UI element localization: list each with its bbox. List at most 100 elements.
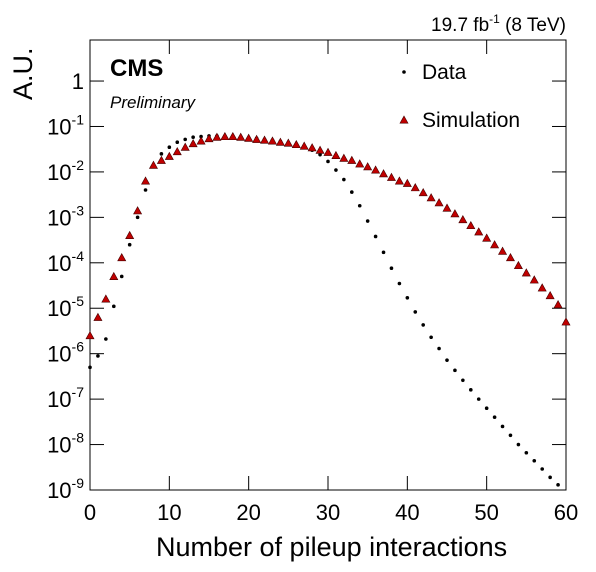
- data-point: [508, 433, 513, 438]
- simulation-point: [291, 139, 301, 149]
- legend-label: Simulation: [422, 109, 520, 132]
- data-point: [476, 397, 481, 401]
- simulation-point: [93, 312, 103, 321]
- data-point: [516, 442, 521, 447]
- data-point: [350, 190, 354, 194]
- simulation-point: [85, 330, 95, 340]
- simulation-point: [371, 165, 381, 174]
- simulation-point: [505, 253, 515, 262]
- simulation-point: [402, 178, 412, 187]
- simulation-point: [379, 169, 389, 178]
- data-point: [540, 467, 544, 471]
- simulation-point: [252, 134, 262, 143]
- simulation-point: [442, 203, 452, 212]
- y-tick-label: 10-2: [47, 157, 84, 185]
- simulation-point: [299, 141, 309, 150]
- data-point: [365, 219, 370, 223]
- simulation-point: [426, 193, 436, 202]
- simulation-point: [458, 215, 468, 224]
- data-point: [437, 346, 441, 351]
- simulation-point: [561, 317, 571, 326]
- y-tick-label: 10-7: [47, 384, 84, 412]
- data-point: [469, 388, 473, 392]
- simulation-point: [498, 246, 508, 255]
- x-tick-label: 10: [157, 500, 181, 525]
- y-tick-label: 10-9: [47, 475, 84, 503]
- data-point: [135, 215, 140, 220]
- data-point: [96, 354, 100, 358]
- simulation-point: [466, 220, 476, 230]
- simulation-point: [125, 230, 135, 239]
- data-point: [421, 323, 426, 327]
- data-point: [357, 203, 362, 208]
- data-point: [175, 140, 180, 145]
- simulation-point: [307, 143, 317, 152]
- simulation-point: [156, 155, 166, 164]
- data-point: [484, 406, 489, 411]
- data-point: [381, 250, 386, 255]
- simulation-point: [220, 131, 230, 141]
- simulation-point: [553, 300, 563, 309]
- lumi-text: 19.7 fb: [431, 15, 489, 36]
- simulation-point: [323, 147, 333, 156]
- data-point: [112, 304, 116, 309]
- data-point: [373, 234, 378, 239]
- x-axis-label: Number of pileup interactions: [156, 532, 507, 562]
- simulation-point: [394, 176, 404, 185]
- simulation-point: [101, 294, 111, 303]
- data-point: [389, 266, 394, 271]
- simulation-point: [180, 142, 190, 151]
- y-tick-label: 10-1: [47, 111, 84, 139]
- simulation-point: [410, 183, 420, 192]
- data-point: [88, 365, 92, 370]
- y-tick-label: 10-8: [47, 430, 84, 458]
- simulation-point: [164, 151, 174, 160]
- simulation-point: [133, 206, 143, 215]
- data-point: [159, 152, 164, 156]
- simulation-point: [521, 268, 531, 277]
- data-point: [429, 335, 433, 340]
- simulation-point: [331, 150, 341, 159]
- data-point: [556, 483, 560, 487]
- data-point: [445, 358, 449, 362]
- simulation-point: [315, 145, 325, 154]
- y-tick-label: 10-6: [47, 339, 84, 367]
- x-tick-label: 30: [316, 500, 340, 525]
- simulation-point: [204, 134, 214, 143]
- simulation-point: [275, 137, 285, 146]
- data-point: [318, 152, 322, 157]
- simulation-point: [347, 155, 357, 164]
- lumi-label: 19.7 fb-1 (8 TeV): [431, 12, 566, 36]
- chart-subtitle: Preliminary: [110, 93, 197, 112]
- data-point: [461, 378, 465, 383]
- simulation-point: [339, 153, 349, 162]
- simulation-point: [117, 253, 127, 262]
- simulation-point: [363, 162, 373, 171]
- y-tick-label: 10-4: [47, 248, 84, 276]
- data-point: [524, 450, 529, 455]
- data-point: [532, 458, 537, 463]
- simulation-point: [267, 136, 277, 145]
- simulation-point: [109, 271, 119, 280]
- data-point: [143, 188, 148, 192]
- simulation-point: [545, 290, 555, 300]
- simulation-point: [228, 131, 238, 141]
- y-tick-label: 10-5: [47, 293, 84, 321]
- legend-marker: [399, 115, 409, 124]
- simulation-point: [386, 172, 396, 181]
- simulation-point: [537, 283, 547, 292]
- legend-marker: [402, 70, 406, 74]
- legend-label: Data: [422, 61, 467, 84]
- data-point: [397, 281, 402, 286]
- lumi-exponent: -1: [489, 12, 500, 26]
- simulation-point: [434, 198, 444, 207]
- simulation-point: [490, 240, 500, 249]
- simulation-point: [355, 159, 365, 168]
- data-point: [453, 368, 457, 373]
- simulation-point: [141, 176, 151, 185]
- data-point: [183, 137, 187, 142]
- y-tick-label: 1: [72, 69, 84, 94]
- simulation-point: [148, 160, 158, 169]
